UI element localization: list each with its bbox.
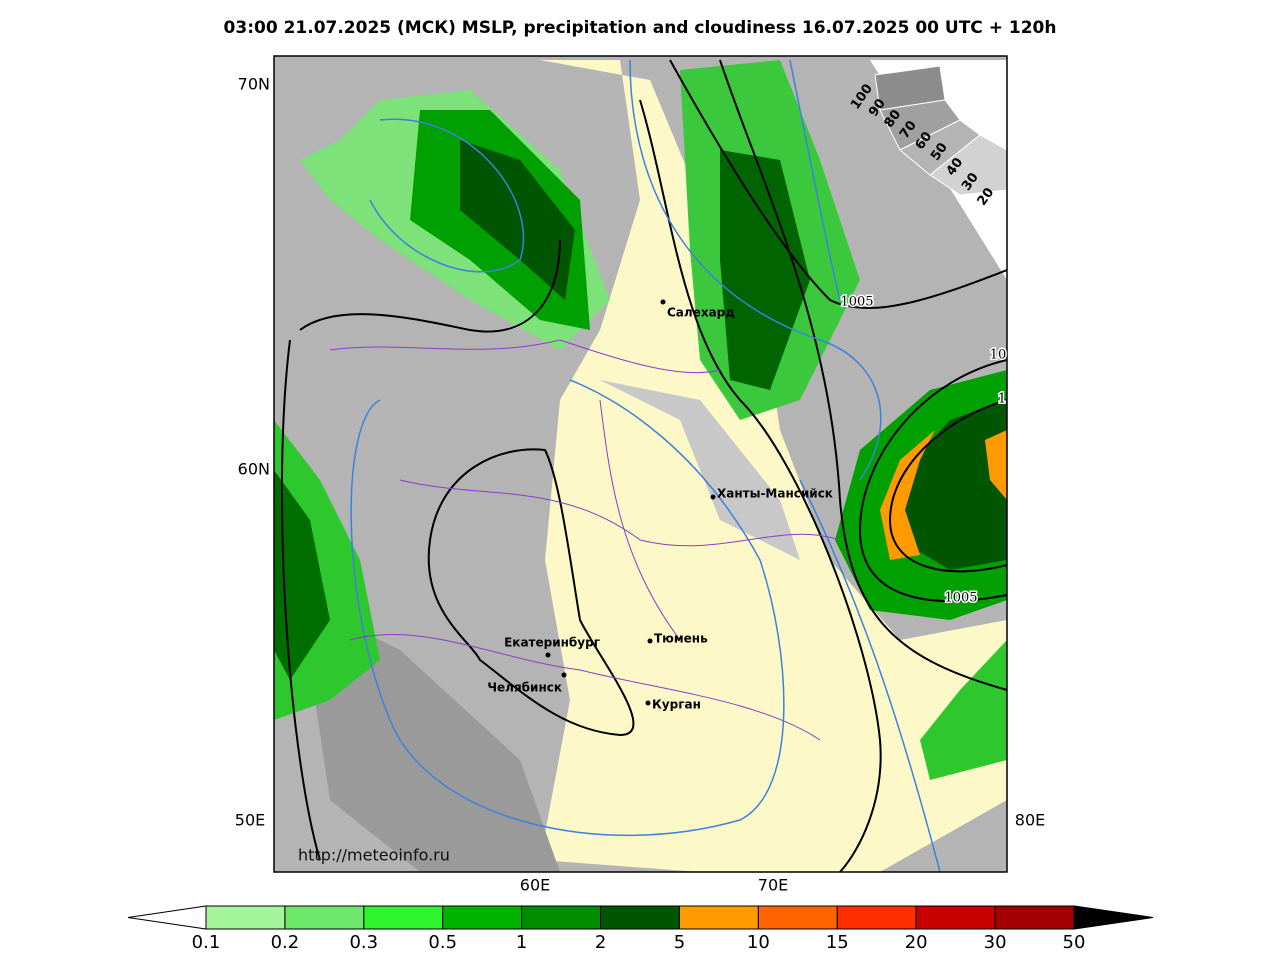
legend-tick-label: 20 — [905, 932, 928, 953]
city-label: Ханты-Мансийск — [717, 487, 833, 501]
map-frame — [273, 55, 1008, 873]
legend-color-box — [442, 905, 523, 930]
longitude-label: 50E — [235, 811, 265, 830]
precipitation-legend: 0.1 0.2 0.3 0.5 1 2 5 10 15 20 30 50 — [127, 905, 1154, 953]
legend-color-box — [284, 905, 365, 930]
isobar-label: 10 — [990, 348, 1007, 363]
city-label: Тюмень — [654, 632, 708, 646]
longitude-label: 80E — [1015, 811, 1045, 830]
latitude-label: 60N — [238, 460, 270, 479]
legend-tick-label: 0.5 — [428, 932, 457, 953]
longitude-label: 70E — [758, 876, 788, 895]
isobar-label: 1005 — [840, 295, 873, 310]
legend-arrow-low — [127, 905, 207, 930]
legend-color-box — [836, 905, 917, 930]
labels: 70N 60N 50E 60E 70E 80E Салехард Ханты-Мансийск… — [235, 75, 1045, 895]
legend-color-box — [915, 905, 996, 930]
legend-tick-label: 2 — [595, 932, 606, 953]
city-label: Челябинск — [487, 681, 562, 695]
legend-tick-label: 30 — [984, 932, 1007, 953]
isobar-label: 1 — [998, 392, 1006, 407]
legend-tick-label: 0.3 — [349, 932, 378, 953]
legend-color-box — [363, 905, 444, 930]
legend-color-box — [205, 905, 286, 930]
city-label: Курган — [652, 698, 701, 712]
legend-color-box — [678, 905, 759, 930]
legend-color-box — [521, 905, 602, 930]
legend-tick-label: 15 — [826, 932, 849, 953]
map — [274, 56, 1007, 872]
title: 03:00 21.07.2025 (МСК) MSLP, precipitati… — [224, 18, 1057, 38]
isobar-label: 1005 — [944, 591, 977, 606]
city-label: Екатеринбург — [504, 636, 600, 650]
city-label: Салехард — [667, 306, 735, 320]
source-url: http://meteoinfo.ru — [298, 846, 450, 865]
legend-tick-label: 10 — [747, 932, 770, 953]
legend-tick-label: 50 — [1063, 932, 1086, 953]
legend-tick-label: 0.2 — [271, 932, 300, 953]
longitude-label: 60E — [520, 876, 550, 895]
legend-color-box — [757, 905, 838, 930]
latitude-label: 70N — [238, 75, 270, 94]
legend-arrow-high — [1073, 905, 1154, 930]
legend-tick-label: 1 — [516, 932, 527, 953]
legend-tick-label: 5 — [674, 932, 685, 953]
legend-tick-label: 0.1 — [192, 932, 221, 953]
legend-color-box — [994, 905, 1075, 930]
legend-color-box — [600, 905, 680, 930]
